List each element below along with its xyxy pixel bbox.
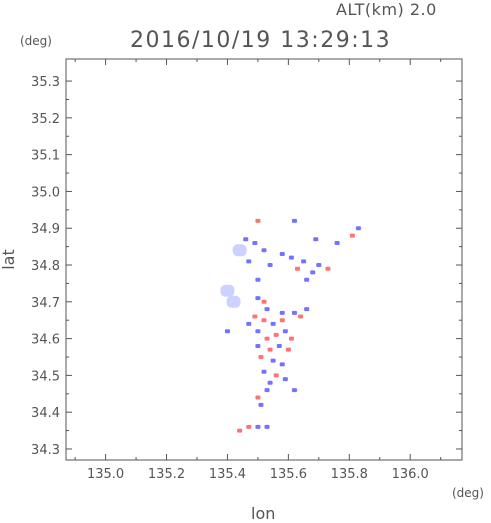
data-point xyxy=(258,402,264,407)
data-point xyxy=(267,380,273,385)
x-axis-label: lon xyxy=(251,504,276,523)
axis-ticks: 135.0 135.2 135.4 135.6 135.8 136.0 34.3 34.4 34… xyxy=(31,59,462,482)
data-point xyxy=(261,318,267,323)
x-tick-label: 136.0 xyxy=(392,467,429,482)
data-point xyxy=(220,284,235,297)
y-tick-label: 34.8 xyxy=(31,259,60,274)
timestamp-title: 2016/10/19 13:29:13 xyxy=(130,28,392,53)
data-point xyxy=(304,277,310,282)
data-point xyxy=(255,218,261,223)
plot-frame xyxy=(65,58,463,461)
data-point xyxy=(264,336,270,341)
data-point xyxy=(224,329,230,334)
y-tick-label: 35.1 xyxy=(31,149,60,164)
data-point xyxy=(310,270,316,275)
data-point xyxy=(252,240,258,245)
y-tick-label: 34.5 xyxy=(31,369,60,384)
y-tick-label: 34.3 xyxy=(31,443,60,458)
data-point xyxy=(267,263,273,268)
x-tick-label: 135.6 xyxy=(270,467,307,482)
data-point xyxy=(246,259,252,264)
x-unit-label: (deg) xyxy=(452,486,484,500)
data-point xyxy=(325,266,331,271)
data-point xyxy=(279,318,285,323)
data-point xyxy=(298,314,304,319)
data-point xyxy=(279,362,285,367)
data-point xyxy=(237,428,243,433)
data-point xyxy=(243,237,249,242)
data-point xyxy=(226,295,241,308)
data-point xyxy=(291,388,297,393)
x-tick-label: 135.0 xyxy=(87,467,124,482)
data-point xyxy=(313,237,319,242)
y-tick-label: 34.6 xyxy=(31,333,60,348)
data-point xyxy=(288,255,294,260)
data-point xyxy=(291,310,297,315)
y-tick-label: 34.9 xyxy=(31,222,60,237)
data-point xyxy=(258,354,264,359)
data-point xyxy=(304,307,310,312)
data-point xyxy=(273,373,279,378)
data-point xyxy=(288,336,294,341)
y-unit-label: (deg) xyxy=(20,34,52,48)
data-point xyxy=(349,233,355,238)
data-point xyxy=(270,358,276,363)
data-point xyxy=(261,248,267,253)
data-point xyxy=(276,343,282,348)
y-tick-label: 35.3 xyxy=(31,75,60,90)
data-point xyxy=(246,424,252,429)
data-point xyxy=(264,424,270,429)
data-point xyxy=(295,266,301,271)
data-point xyxy=(246,321,252,326)
altitude-label: ALT(km) 2.0 xyxy=(336,0,437,19)
data-point xyxy=(255,329,261,334)
data-point xyxy=(316,263,322,268)
data-point xyxy=(279,251,285,256)
data-point xyxy=(261,299,267,304)
data-point xyxy=(355,226,361,231)
data-point xyxy=(255,277,261,282)
x-tick-label: 135.4 xyxy=(209,467,246,482)
data-point xyxy=(273,332,279,337)
x-tick-label: 135.8 xyxy=(331,467,368,482)
data-point xyxy=(255,343,261,348)
data-point xyxy=(261,369,267,374)
data-point xyxy=(255,395,261,400)
data-point xyxy=(255,296,261,301)
data-point xyxy=(279,310,285,315)
data-point xyxy=(291,218,297,223)
data-point xyxy=(282,377,288,382)
data-point xyxy=(255,424,261,429)
data-point xyxy=(334,240,340,245)
y-tick-label: 35.0 xyxy=(31,185,60,200)
data-marks xyxy=(220,218,361,433)
y-tick-label: 34.7 xyxy=(31,296,60,311)
x-tick-label: 135.2 xyxy=(148,467,185,482)
data-point xyxy=(267,347,273,352)
data-point xyxy=(232,244,247,257)
data-point xyxy=(252,314,258,319)
data-point xyxy=(264,307,270,312)
data-point xyxy=(264,388,270,393)
y-tick-label: 35.2 xyxy=(31,112,60,127)
data-point xyxy=(301,259,307,264)
data-point xyxy=(282,329,288,334)
data-point xyxy=(285,347,291,352)
y-tick-label: 34.4 xyxy=(31,406,60,421)
data-point xyxy=(270,321,276,326)
